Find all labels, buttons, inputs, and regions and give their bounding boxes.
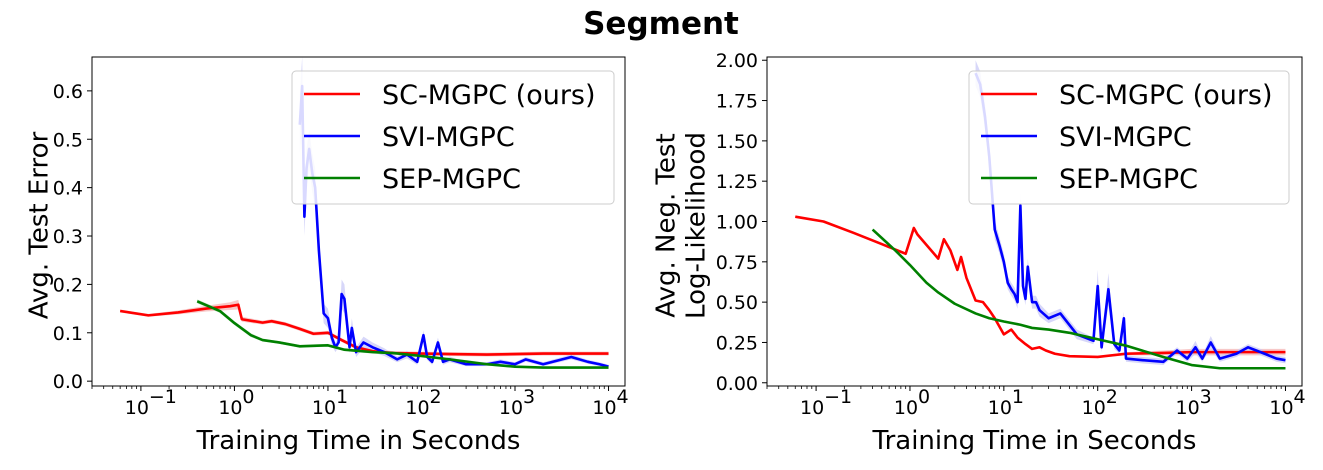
x-tick-exponent: 3 [523,386,535,408]
series-line-2 [196,300,609,369]
series-line-2 [871,228,1286,370]
x-tick-label: 10 [1175,397,1199,419]
y-tick-label: 0.1 [53,323,83,345]
y-tick-label: 0.4 [53,178,83,200]
x-tick-exponent: 4 [1293,386,1305,408]
y-tick-label: 0.25 [716,332,758,354]
y-axis-label: Avg. Neg. Test [652,133,682,317]
y-tick-label: 1.75 [716,91,758,113]
x-tick-label: 10 [592,397,616,419]
plot-area [795,60,1286,370]
y-tick-label: 0.0 [53,371,83,393]
x-tick-exponent: −1 [824,386,852,408]
y-tick-label: 0.75 [716,252,758,274]
series-band-0 [795,216,1286,358]
x-tick-exponent: 1 [336,386,348,408]
x-tick-label: 10 [1082,397,1106,419]
x-tick-label: 10 [499,397,523,419]
y-tick-label: 1.25 [716,171,758,193]
x-tick-label: 10 [800,397,824,419]
y-axis-label: Log-Likelihood [682,132,712,319]
x-tick-exponent: 3 [1200,386,1212,408]
x-tick-exponent: 4 [617,386,629,408]
axes-frame [91,56,626,387]
legend-entry-1: SVI-MGPC [1059,122,1192,153]
legend-entry-1: SVI-MGPC [382,122,515,153]
y-tick-label: 0.5 [53,129,83,151]
y-tick-label: 1.50 [716,131,758,153]
y-tick-label: 0.6 [53,81,83,103]
x-tick-label: 10 [894,397,918,419]
y-tick-label: 0.50 [716,292,758,314]
legend-entry-2: SEP-MGPC [1059,164,1198,195]
legend-box [291,70,615,205]
legend-entry-0: SC-MGPC (ours) [382,80,596,111]
x-axis-label: Training Time in Seconds [872,426,1197,456]
x-tick-label: 10 [405,397,429,419]
figure-title: Segment [583,6,739,42]
legend-box [968,70,1290,205]
y-tick-label: 0.2 [53,274,83,296]
y-tick-label: 0.00 [716,373,758,395]
series-line-1 [298,84,609,368]
y-tick-label: 0.3 [53,226,83,248]
x-tick-label: 10 [988,397,1012,419]
x-tick-exponent: 2 [1106,386,1118,408]
plot-area [119,57,609,369]
x-tick-label: 10 [1269,397,1293,419]
y-axis-label: Avg. Test Error [25,131,55,319]
legend-entry-0: SC-MGPC (ours) [1059,80,1273,111]
x-tick-exponent: 0 [242,386,254,408]
y-tick-label: 2.00 [716,50,758,72]
x-tick-exponent: −1 [149,386,177,408]
series-line-0 [795,215,1286,359]
y-tick-label: 1.00 [716,212,758,234]
x-tick-exponent: 2 [429,386,441,408]
error-panel: 0.00.10.20.30.40.50.610 −1 10 0 10 1 10 2 10 3 10 4… [25,56,629,456]
x-tick-exponent: 0 [918,386,930,408]
legend: SC-MGPC (ours) SVI-MGPC SEP-MGPC [291,70,615,205]
series-band-2 [872,228,1286,369]
x-tick-label: 10 [218,397,242,419]
legend: SC-MGPC (ours) SVI-MGPC SEP-MGPC [968,70,1290,205]
x-tick-label: 10 [125,397,149,419]
series-line-0 [119,303,609,356]
x-tick-exponent: 1 [1012,386,1024,408]
x-axis-label: Training Time in Seconds [196,426,521,456]
legend-entry-2: SEP-MGPC [382,164,521,195]
x-tick-label: 10 [312,397,336,419]
